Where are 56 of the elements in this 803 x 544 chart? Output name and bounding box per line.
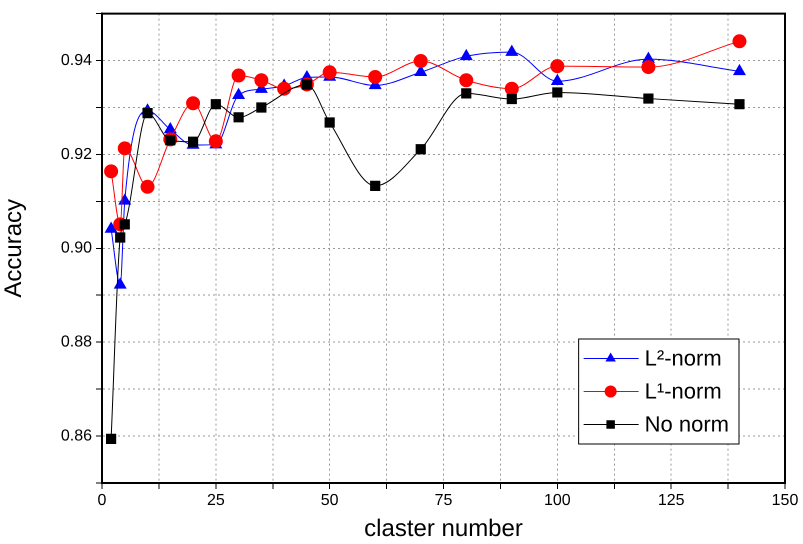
point — [186, 96, 200, 110]
x-tick-label: 25 — [206, 492, 225, 510]
point — [114, 278, 126, 289]
y-axis-title: Accuracy — [0, 198, 28, 298]
point — [460, 49, 472, 60]
point — [120, 219, 130, 230]
point — [368, 70, 382, 84]
point — [142, 108, 153, 118]
point — [416, 144, 426, 154]
point — [643, 93, 654, 104]
point — [256, 102, 266, 113]
point — [277, 82, 292, 96]
point — [414, 54, 428, 68]
y-tick-label: 0.88 — [60, 334, 92, 351]
point — [140, 180, 155, 194]
point — [552, 87, 562, 98]
point — [550, 59, 564, 74]
x-tick-label: 50 — [320, 492, 339, 510]
point — [104, 222, 118, 233]
legend-label: L²-norm — [644, 346, 722, 371]
x-tick-label: 0 — [98, 492, 107, 510]
y-tick-label: 0.94 — [60, 52, 92, 69]
point — [106, 434, 116, 444]
x-axis-title: claster number — [364, 515, 523, 542]
point — [234, 112, 244, 122]
point — [461, 88, 472, 98]
y-tick-label: 0.92 — [60, 146, 92, 163]
x-tick-label: 150 — [772, 492, 798, 510]
point — [208, 134, 223, 148]
point — [733, 64, 746, 76]
legend-label: No norm — [644, 412, 729, 437]
legend-label: L¹-norm — [644, 378, 722, 404]
point — [164, 122, 176, 134]
point — [370, 180, 380, 191]
x-tick-label: 125 — [658, 492, 685, 510]
point — [504, 82, 519, 96]
point — [506, 45, 518, 56]
point — [324, 117, 335, 128]
y-tick-label: 0.86 — [60, 427, 92, 444]
x-tick-label: 75 — [434, 492, 452, 510]
point — [104, 164, 118, 178]
point — [115, 232, 126, 243]
point — [118, 141, 132, 156]
point — [459, 73, 474, 88]
point — [732, 34, 746, 48]
point — [322, 65, 337, 80]
point — [210, 99, 221, 110]
point — [551, 74, 564, 85]
point — [506, 94, 517, 104]
point — [232, 88, 245, 100]
y-tick-label: 0.90 — [60, 240, 92, 257]
x-tick-label: 100 — [544, 492, 571, 510]
point — [232, 68, 246, 83]
point — [254, 73, 268, 88]
point — [734, 99, 745, 110]
point — [641, 60, 656, 74]
